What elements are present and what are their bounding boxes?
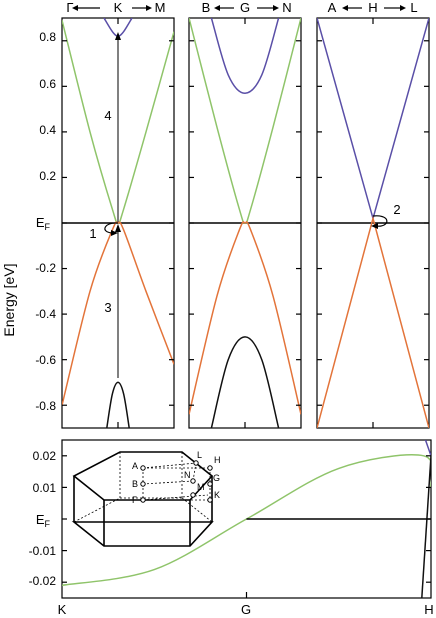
y-tick-label: -0.02 — [29, 574, 57, 588]
band-upper-line — [210, 18, 280, 94]
band-lower-line — [210, 336, 280, 428]
band-valence-line — [189, 221, 301, 415]
kpoint-label: B — [202, 0, 211, 15]
band-conduction-line — [189, 18, 301, 224]
axis-ticks — [62, 18, 431, 598]
inset-label: A — [132, 461, 138, 471]
inset-label: H — [214, 455, 221, 465]
inset-label: K — [214, 490, 220, 500]
arrow-right-icon — [400, 5, 406, 11]
panel-right-kpath: A H L — [328, 0, 418, 15]
transition-arrows — [104, 32, 388, 378]
inset-label: M — [197, 482, 205, 492]
brillouin-zone-inset: L H A N G B M Γ K — [71, 450, 221, 547]
path-line — [142, 462, 197, 469]
inset-label: B — [132, 479, 138, 489]
path-line — [142, 494, 209, 501]
arrow-right-icon — [111, 230, 118, 236]
loop-arrow-2 — [372, 215, 388, 227]
bottom-y-ticks: 0.02 0.01 EF -0.01 -0.02 — [29, 449, 57, 588]
hidden-edge — [73, 497, 121, 523]
y-tick-label: -0.2 — [35, 261, 56, 275]
kpoint-label: A — [328, 0, 337, 15]
hidden-edge — [181, 497, 213, 523]
y-tick-label: 0.8 — [39, 30, 56, 44]
kpoint-marker — [190, 492, 196, 498]
x-tick-label: G — [241, 602, 251, 617]
kpoint-label: N — [282, 0, 291, 15]
path-line — [142, 480, 194, 485]
panel-left-kpath: Γ K M — [66, 0, 165, 15]
kpoint-marker — [207, 497, 213, 503]
arrow-left-icon — [342, 5, 348, 11]
band-upper-line — [424, 440, 431, 457]
panel-right-plot — [317, 18, 429, 428]
panel-bottom-plot — [62, 440, 431, 598]
kpoint-label: M — [155, 0, 166, 15]
arrow-right-icon — [273, 5, 279, 11]
inset-label: N — [184, 470, 191, 480]
kpoint-marker — [190, 478, 196, 484]
band-lower-line — [106, 381, 130, 428]
kpoint-label: H — [368, 0, 377, 15]
path-line — [192, 462, 197, 482]
kpoint-marker — [140, 465, 146, 471]
annotation-label: 2 — [393, 202, 400, 217]
y-tick-label: 0.01 — [33, 481, 57, 495]
panel-middle-plot — [189, 18, 301, 428]
band-valence-line — [317, 215, 429, 428]
arrow-up-icon — [115, 32, 121, 40]
y-tick-label: -0.01 — [29, 544, 57, 558]
y-tick-label: -0.6 — [35, 353, 56, 367]
top-y-ticks: 0.8 0.6 0.4 0.2 EF -0.2 -0.4 -0.6 -0.8 — [35, 30, 56, 413]
y-tick-label: 0.4 — [39, 123, 56, 137]
kpoint-marker — [207, 481, 213, 487]
arrow-right-icon — [146, 5, 152, 11]
band-lower-line — [421, 455, 431, 598]
hexagon-bottom-face — [71, 521, 214, 547]
inset-label: Γ — [132, 495, 137, 505]
band-conduction-line — [62, 454, 431, 587]
y-tick-label: EF — [36, 215, 51, 232]
arrow-up-icon — [115, 224, 121, 232]
y-tick-label: -0.4 — [35, 307, 56, 321]
x-tick-label: K — [58, 602, 67, 617]
y-axis-label: Energy [eV] — [1, 263, 17, 336]
arrow-left-icon — [214, 5, 220, 11]
kpoint-marker — [207, 465, 213, 471]
y-tick-label: EF — [36, 512, 51, 529]
kpoint-marker — [140, 497, 146, 503]
annotation-label: 3 — [104, 300, 111, 315]
y-tick-label: 0.02 — [33, 449, 57, 463]
loop-arrow-1 — [104, 222, 119, 234]
annotation-label: 1 — [89, 226, 96, 241]
arrow-left-icon — [72, 5, 78, 11]
y-tick-label: -0.8 — [35, 399, 56, 413]
kpoint-marker — [140, 481, 146, 487]
band-upper-line — [317, 18, 429, 222]
kpoint-label: G — [240, 0, 250, 15]
kpoint-label: K — [114, 0, 123, 15]
annotation-label: 4 — [104, 108, 111, 123]
kpoint-marker — [193, 460, 199, 466]
x-tick-label: H — [424, 602, 433, 617]
y-tick-label: 0.2 — [39, 169, 56, 183]
inset-label: G — [213, 473, 220, 483]
inset-label: L — [197, 450, 202, 460]
kpoint-label: L — [410, 0, 417, 15]
arrow-left-icon — [371, 223, 378, 229]
y-tick-label: 0.6 — [39, 77, 56, 91]
panel-middle-kpath: B G N — [202, 0, 292, 15]
kpoint-label: Γ — [66, 0, 73, 15]
